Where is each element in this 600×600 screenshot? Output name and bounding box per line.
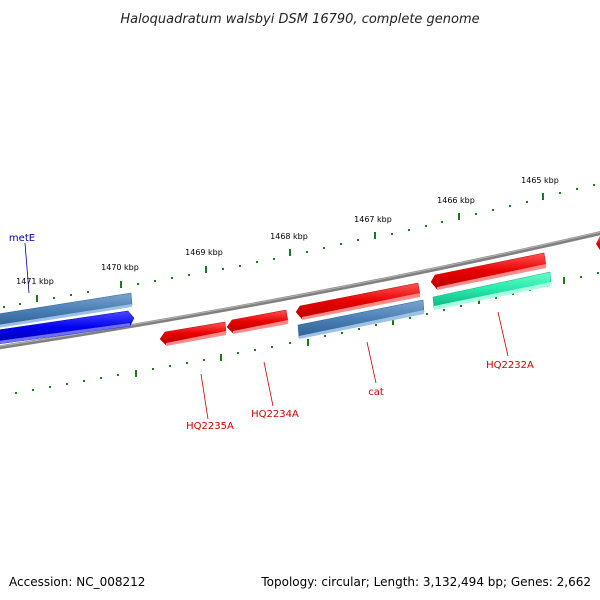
scale-label-1465: 1465 kbp — [521, 176, 559, 185]
gene-feature-HQ2234A[interactable] — [226, 309, 289, 334]
gene-label-HQ2232A: HQ2232A — [486, 360, 534, 371]
gene-label-cat: cat — [368, 387, 384, 398]
gene-feature-edge-red[interactable] — [596, 236, 600, 250]
scale-label-1467: 1467 kbp — [354, 215, 392, 224]
genome-backbone — [0, 231, 600, 350]
scale-label-1466: 1466 kbp — [437, 196, 475, 205]
scale-label-1470: 1470 kbp — [101, 263, 139, 272]
scale-label-1469: 1469 kbp — [185, 248, 223, 257]
outer-scale-ticks — [3, 184, 595, 308]
accession-text: Accession: NC_008212 — [9, 575, 145, 589]
gene-label-HQ2234A: HQ2234A — [251, 409, 299, 420]
topology-text: Topology: circular; Length: 3,132,494 bp… — [260, 575, 591, 589]
gene-feature-cat[interactable] — [297, 299, 425, 339]
label-leader-HQ2232A — [497, 311, 509, 357]
gene-feature-outer-red-2[interactable] — [430, 252, 547, 290]
gene-label-HQ2235A: HQ2235A — [186, 421, 234, 432]
gene-feature-inner-blue[interactable] — [0, 310, 135, 344]
label-leader-metE — [24, 242, 30, 294]
gene-feature-metE[interactable] — [0, 292, 133, 328]
label-leader-cat — [366, 341, 377, 384]
map-title: Haloquadratum walsbyi DSM 16790, complet… — [120, 12, 479, 27]
gene-feature-HQ2235A[interactable] — [159, 321, 227, 346]
gene-feature-outer-red-1[interactable] — [295, 282, 421, 320]
gene-feature-HQ2232A[interactable] — [432, 271, 552, 310]
gene-label-metE: metE — [9, 233, 35, 244]
scale-label-1471: 1471 kbp — [16, 277, 54, 286]
inner-scale-ticks — [15, 272, 599, 394]
scale-label-1468: 1468 kbp — [270, 232, 308, 241]
label-leader-HQ2234A — [263, 361, 274, 407]
label-leader-HQ2235A — [200, 373, 209, 420]
